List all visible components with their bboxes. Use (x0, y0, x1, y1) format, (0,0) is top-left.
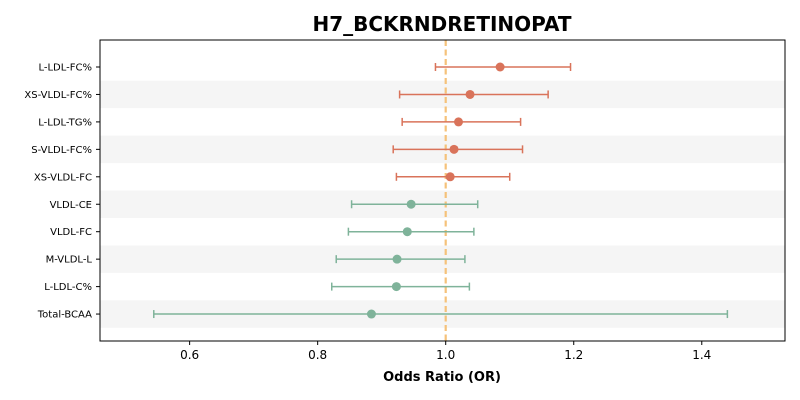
plot-frame (99, 39, 786, 342)
x-tick-label: 0.8 (308, 348, 327, 362)
point-estimate (449, 144, 459, 154)
point-estimate (445, 172, 455, 182)
y-tick-label: L-LDL-TG% (38, 117, 92, 128)
estimate-row (401, 117, 522, 127)
point-estimate (391, 282, 401, 292)
point-estimate (366, 309, 376, 319)
point-estimate (406, 199, 416, 209)
y-tick-label: L-LDL-C% (44, 282, 92, 293)
y-tick-label: VLDL-FC (50, 227, 92, 238)
y-tick-label: S-VLDL-FC% (31, 145, 92, 156)
point-estimate (465, 89, 475, 99)
y-tick-label: M-VLDL-L (46, 255, 93, 266)
point-estimate (454, 117, 464, 127)
estimate-row (335, 254, 466, 264)
estimate-row (153, 309, 729, 319)
y-tick-label: XS-VLDL-FC (34, 172, 92, 183)
chart-title: H7_BCKRNDRETINOPAT (312, 12, 571, 36)
estimate-row (434, 62, 572, 72)
y-tick-label: VLDL-CE (50, 200, 92, 211)
y-tick-label: XS-VLDL-FC% (24, 90, 92, 101)
x-axis: 0.6 0.8 1.0 1.2 1.4 (180, 341, 711, 362)
y-tick-label: L-LDL-FC% (38, 63, 92, 74)
y-tick-label: Total-BCAA (37, 310, 92, 321)
estimate-row (398, 89, 549, 99)
x-tick-label: 1.0 (436, 348, 455, 362)
estimate-row (347, 227, 475, 237)
x-axis-label: Odds Ratio (OR) (383, 370, 501, 385)
estimate-row (350, 199, 479, 209)
estimate-row (392, 144, 524, 154)
estimate-row (395, 172, 511, 182)
y-axis: L-LDL-FC% XS-VLDL-FC% L-LDL-TG% S-VLDL-FC% X… (24, 63, 100, 321)
point-estimate (402, 227, 412, 237)
data-marks (153, 62, 729, 319)
x-tick-label: 0.6 (180, 348, 199, 362)
point-estimate (495, 62, 505, 72)
point-estimate (392, 254, 402, 264)
x-tick-label: 1.4 (692, 348, 711, 362)
estimate-row (330, 282, 471, 292)
x-tick-label: 1.2 (564, 348, 583, 362)
